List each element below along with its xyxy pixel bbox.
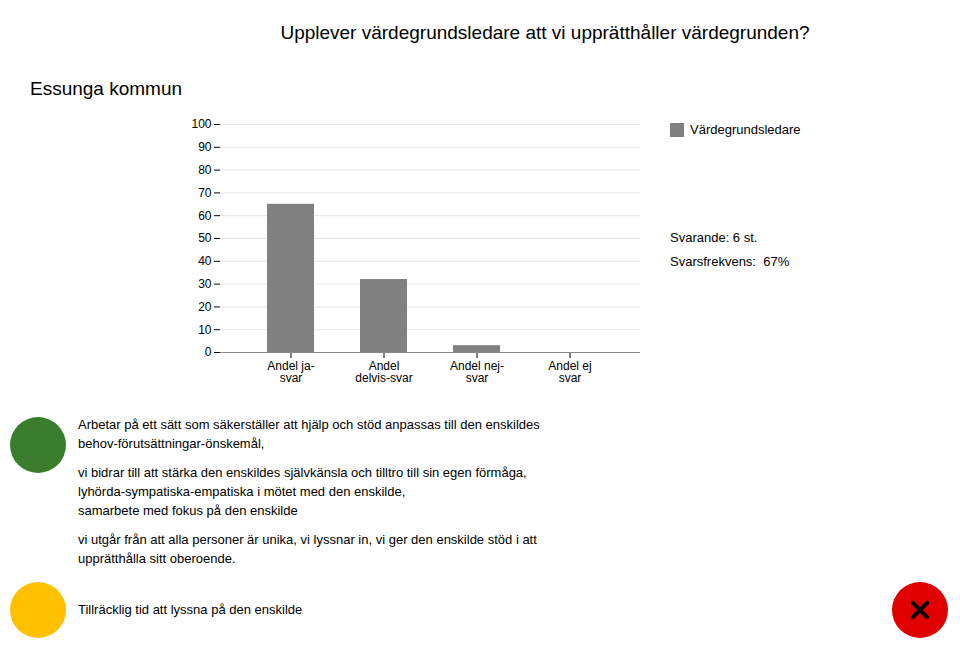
svg-text:40: 40 [198, 254, 212, 268]
html-text:Svarande: 6 st.: Svarande: 6 st. [670, 230, 758, 245]
html-text:upprätthålla sitt oberoende.: upprätthålla sitt oberoende. [78, 551, 236, 566]
svg-text:100: 100 [191, 117, 211, 131]
html-text:Upplever värdegrundsledare att: Upplever värdegrundsledare att vi upprät… [280, 22, 810, 43]
svg-text:Andel ejsvar: Andel ejsvar [548, 359, 591, 385]
svg-text:90: 90 [198, 140, 212, 154]
html-text:vi bidrar till att stärka den: vi bidrar till att stärka den enskildes … [78, 465, 527, 480]
svg-text:Andeldelvis-svar: Andeldelvis-svar [355, 359, 412, 385]
html-text:Värdegrundsledare: Värdegrundsledare [690, 122, 801, 137]
svg-text:70: 70 [198, 186, 212, 200]
html-text:Tillräcklig tid att lyssna på: Tillräcklig tid att lyssna på den enskil… [78, 602, 303, 617]
html-text:lyhörda-sympatiska-empatiska i: lyhörda-sympatiska-empatiska i mötet med… [78, 484, 406, 499]
svg-text:50: 50 [198, 231, 212, 245]
svg-text:80: 80 [198, 163, 212, 177]
svg-text:0: 0 [205, 345, 212, 359]
html-text:Svarsfrekvens: 67%: Svarsfrekvens: 67% [670, 254, 790, 269]
svg-text:Andel nej-svar: Andel nej-svar [450, 359, 504, 385]
html-text:Arbetar på ett sätt som säkers: Arbetar på ett sätt som säkerställer att… [78, 417, 540, 432]
svg-text:20: 20 [198, 300, 212, 314]
html-text:Essunga kommun: Essunga kommun [30, 78, 183, 99]
svg-text:30: 30 [198, 277, 212, 291]
html-text:behov-förutsättningar-önskemål: behov-förutsättningar-önskemål, [78, 436, 265, 451]
svg-text:10: 10 [198, 323, 212, 337]
svg-text:Andel ja-svar: Andel ja-svar [267, 359, 314, 385]
html-text:vi utgår från att alla persone: vi utgår från att alla personer är unika… [78, 532, 537, 547]
svg-text:60: 60 [198, 209, 212, 223]
html-text:samarbete med fokus på den ens: samarbete med fokus på den enskilde [78, 503, 298, 518]
